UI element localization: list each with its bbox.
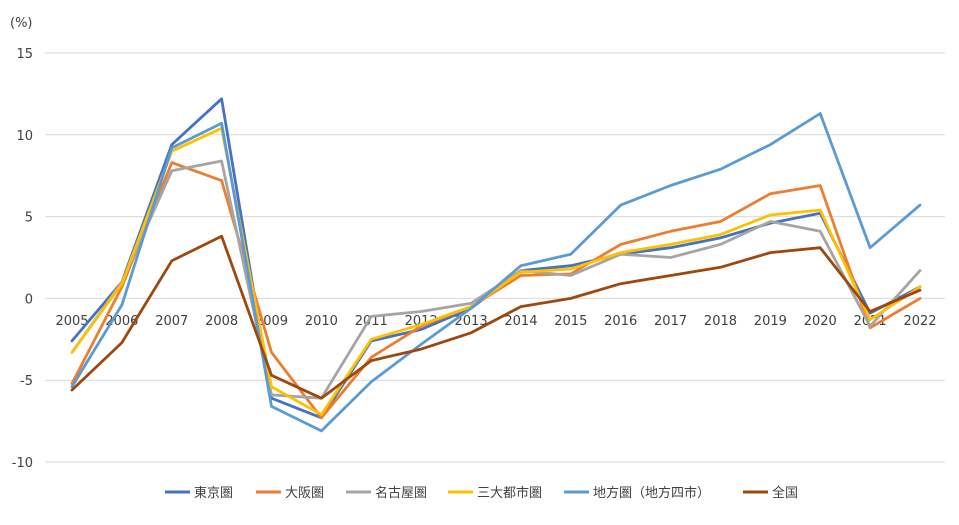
x-tick-label: 2011 (355, 314, 388, 329)
y-tick-label: 10 (16, 129, 33, 144)
x-axis-tick-labels: 2005 2006 2007 2008 2009 2010 2011 2012 2013 2014… (55, 314, 936, 329)
legend-label: 三大都市圏 (477, 485, 542, 501)
legend-label: 大阪圏 (285, 486, 324, 501)
x-tick-label: 2017 (654, 314, 687, 329)
y-tick-label: 0 (25, 292, 33, 307)
x-tick-label: 2018 (704, 314, 737, 329)
series-line-2 (70, 159, 922, 400)
legend-label: 全国 (772, 485, 798, 501)
x-tick-label: 2005 (55, 314, 88, 329)
y-axis-tick-labels: 15 10 5 0 -5 -10 (12, 47, 33, 471)
legend-item: 大阪圏 (256, 486, 324, 501)
y-tick-label: -10 (12, 456, 33, 471)
x-tick-label: 2010 (305, 314, 338, 329)
x-tick-label: 2014 (504, 314, 537, 329)
series-lines (70, 97, 922, 433)
y-tick-label: 15 (16, 47, 33, 62)
y-axis-unit-label: (%) (10, 16, 33, 31)
legend: 東京圏 大阪圏 名古屋圏 三大都市圏 地方圏（地方四市） 全国 (165, 485, 798, 501)
y-tick-label: -5 (20, 374, 33, 389)
x-tick-label: 2022 (903, 314, 936, 329)
x-tick-label: 2007 (155, 314, 188, 329)
y-tick-label: 5 (25, 211, 33, 226)
legend-item: 地方圏（地方四市） (564, 485, 710, 501)
gridlines (45, 52, 945, 463)
x-tick-label: 2013 (455, 314, 488, 329)
legend-label: 地方圏（地方四市） (593, 485, 710, 501)
series-line-0 (70, 97, 922, 420)
x-tick-label: 2020 (804, 314, 837, 329)
x-tick-label: 2019 (754, 314, 787, 329)
series-line-3 (70, 126, 922, 417)
x-tick-label: 2008 (205, 314, 238, 329)
series-line-5 (70, 234, 922, 400)
x-tick-label: 2016 (604, 314, 637, 329)
x-tick-label: 2015 (554, 314, 587, 329)
legend-item: 全国 (743, 485, 798, 501)
legend-label: 東京圏 (194, 485, 233, 501)
legend-item: 名古屋圏 (346, 485, 427, 501)
legend-item: 東京圏 (165, 485, 233, 501)
series-line-4 (70, 112, 922, 433)
legend-item: 三大都市圏 (448, 485, 542, 501)
legend-label: 名古屋圏 (375, 485, 427, 501)
